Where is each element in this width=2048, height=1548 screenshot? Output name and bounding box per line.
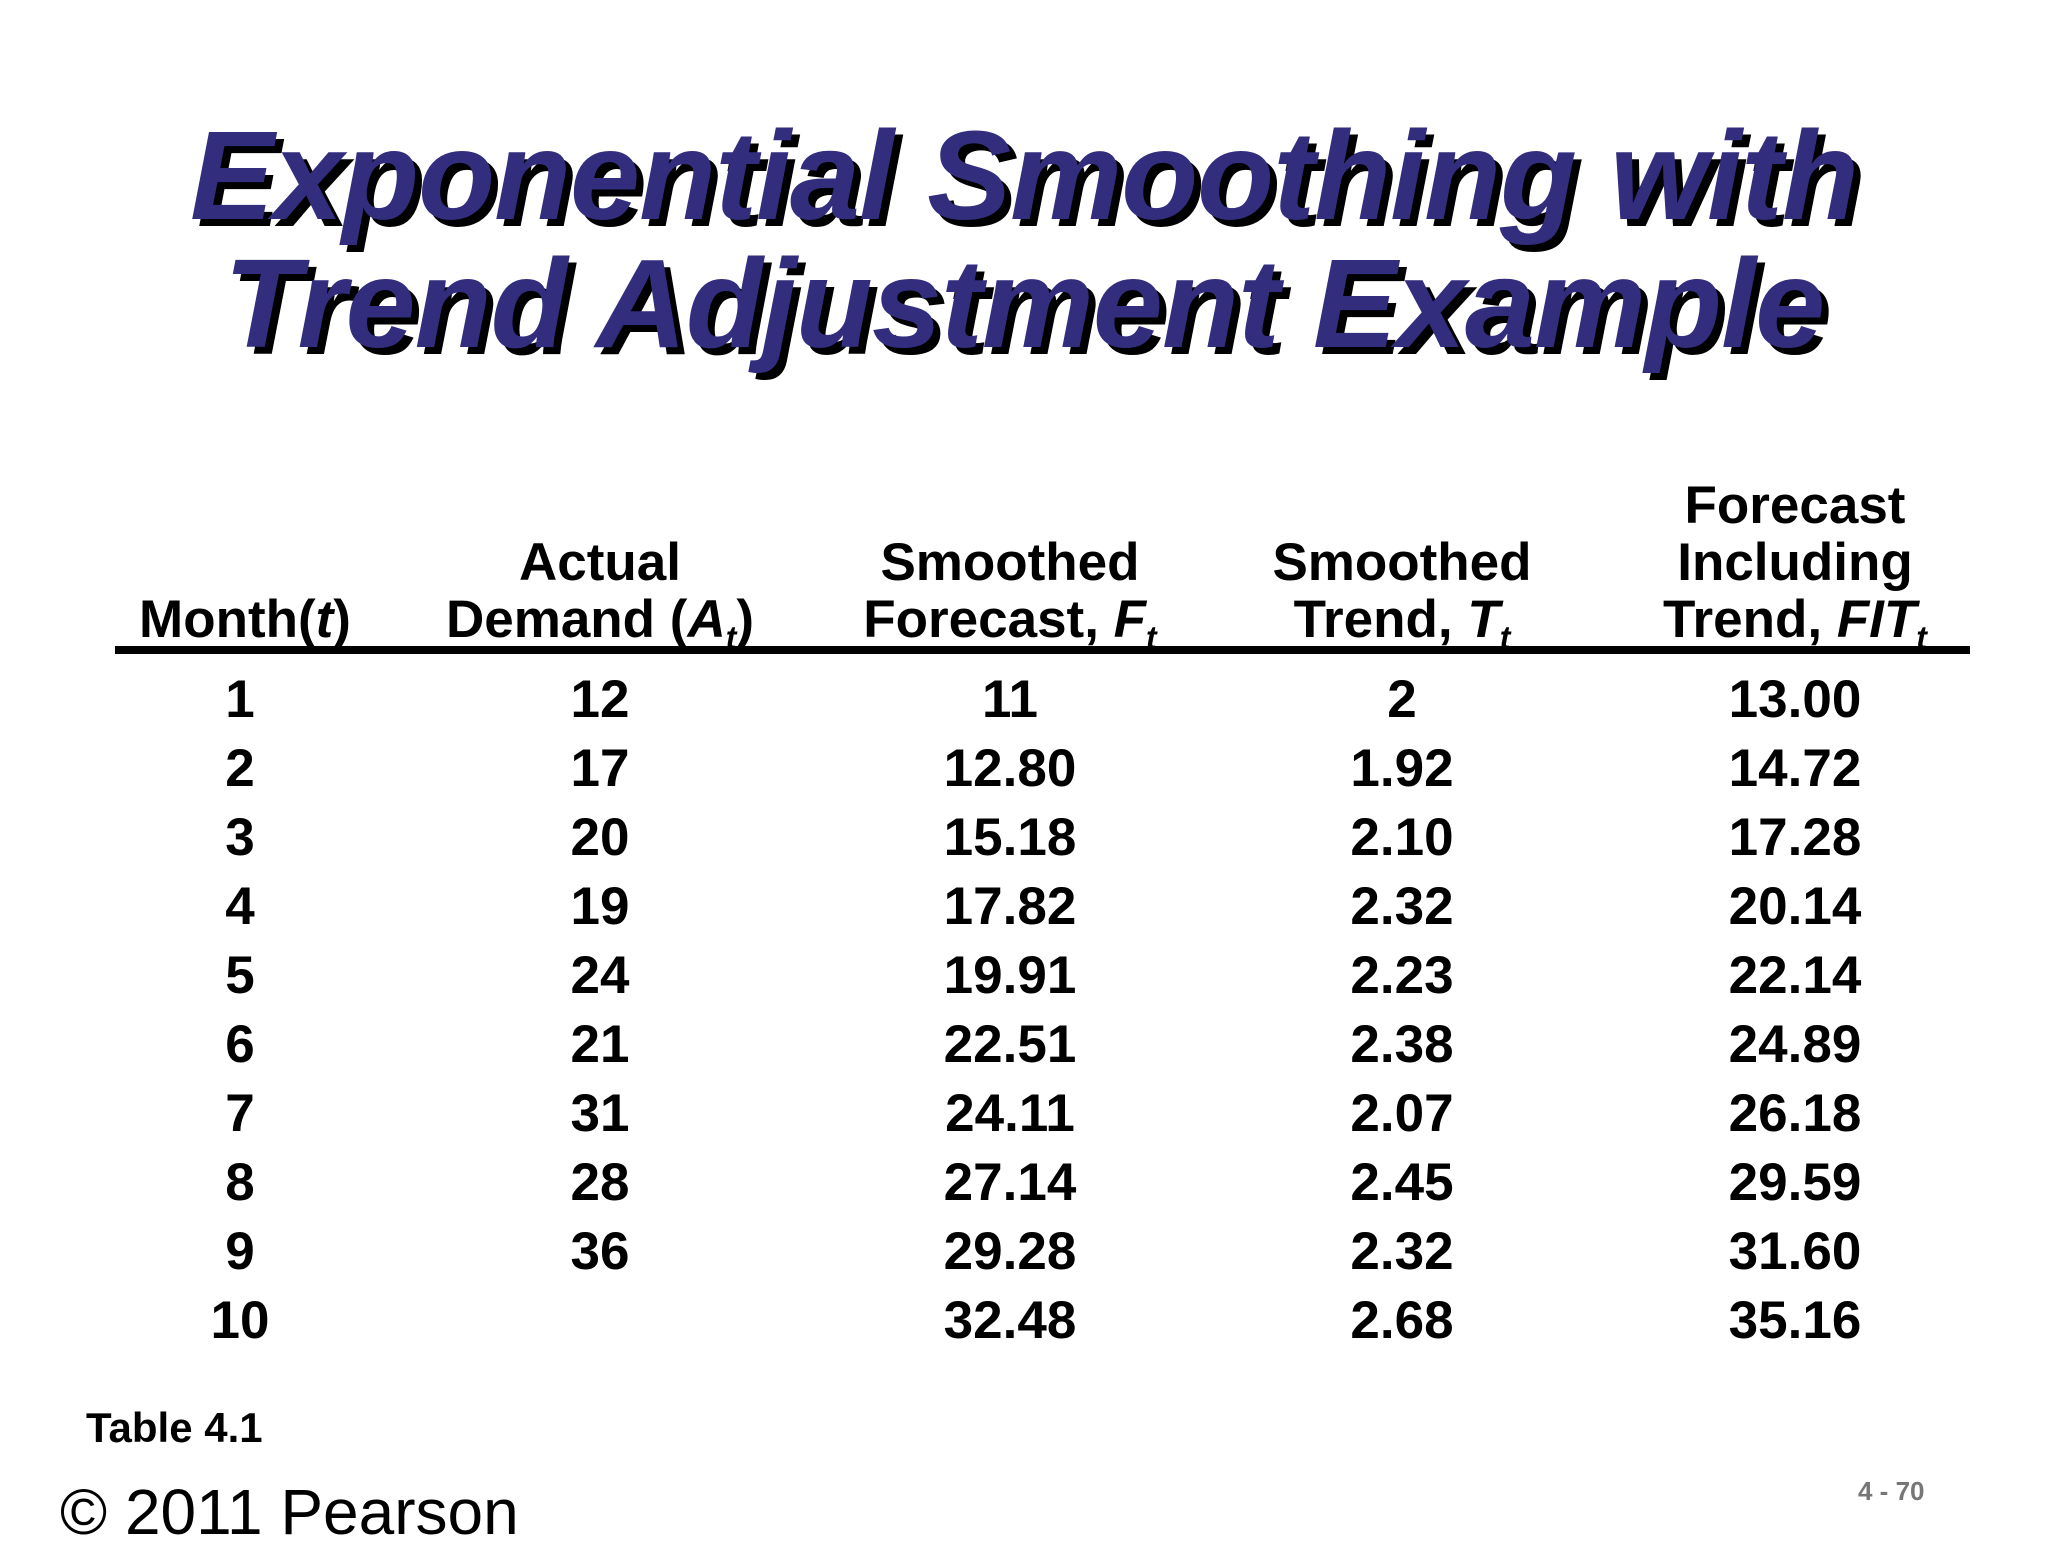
table-cell: 35.16 [1728, 1291, 1862, 1350]
table-cell: 24 [570, 946, 630, 1005]
table-cell: 2.32 [1350, 1222, 1454, 1281]
table-cell: 5 [225, 946, 255, 1005]
table-cell: 31.60 [1728, 1222, 1862, 1281]
table-cell: 27.14 [943, 1153, 1077, 1212]
page-number: 4 - 70 [1858, 1476, 1925, 1506]
table-cell: 2 [1387, 670, 1417, 729]
table-cell: 22.51 [943, 1015, 1077, 1074]
table-cell: 19.91 [943, 946, 1077, 1005]
table-cell: 2.38 [1350, 1015, 1454, 1074]
table-cell: 36 [570, 1222, 630, 1281]
table-cell: 8 [225, 1153, 255, 1212]
table-cell: 24.89 [1728, 1015, 1862, 1074]
table-cell: 29.28 [943, 1222, 1077, 1281]
table-cell: 28 [570, 1153, 630, 1212]
header-smoothed-trend: Smoothed Trend, Tt [1272, 533, 1532, 656]
table-cell: 2.45 [1350, 1153, 1454, 1212]
header-smoothed-forecast: Smoothed Forecast, Ft [863, 533, 1157, 656]
title-line-1: Exponential Smoothing with [190, 105, 1859, 246]
column-smoothed-forecast: 11 12.80 15.18 17.82 19.91 22.51 24.11 2… [875, 668, 1145, 1358]
table-cell: 2.07 [1350, 1084, 1454, 1143]
table-cell: 6 [225, 1015, 255, 1074]
table-cell: 19 [570, 877, 630, 936]
table-cell: 11 [981, 670, 1039, 729]
header-forecast-including-trend: Forecast Including Trend, FITt [1663, 476, 1927, 656]
column-smoothed-trend: 2 1.92 2.10 2.32 2.23 2.38 2.07 2.45 2.3… [1267, 668, 1537, 1358]
table-cell: 22.14 [1728, 946, 1862, 1005]
table-cell: 29.59 [1728, 1153, 1862, 1212]
copyright-notice: © 2011 Pearson [60, 1476, 519, 1548]
table-cell: 15.18 [943, 808, 1077, 867]
table-cell: 2.10 [1350, 808, 1454, 867]
slide-title: Exponential Smoothing with Trend Adjustm… [0, 112, 2048, 368]
column-actual-demand: 12 17 20 19 24 21 31 28 36 [465, 668, 735, 1358]
table-cell: 17.82 [943, 877, 1077, 936]
table-cell: 32.48 [943, 1291, 1077, 1350]
table-cell: 24.11 [945, 1084, 1075, 1143]
table-cell: 1 [225, 670, 255, 729]
column-month: 1 2 3 4 5 6 7 8 9 10 [110, 668, 370, 1358]
table-cell: 26.18 [1728, 1084, 1862, 1143]
table-cell: 2.68 [1350, 1291, 1454, 1350]
table-cell: 31 [570, 1084, 630, 1143]
table-cell: 20.14 [1728, 877, 1862, 936]
table-cell: 17.28 [1728, 808, 1862, 867]
table-cell: 3 [225, 808, 255, 867]
table-cell: 13.00 [1728, 670, 1862, 729]
table-cell: 21 [570, 1015, 630, 1074]
table-cell: 10 [210, 1291, 270, 1350]
table-cell: 12.80 [943, 739, 1077, 798]
header-month: Month(t) [139, 590, 351, 649]
table-cell: 2.23 [1350, 946, 1454, 1005]
table-cell: 17 [570, 739, 630, 798]
table-cell: 4 [225, 877, 255, 936]
header-rule [115, 646, 1970, 654]
table-cell: 9 [225, 1222, 255, 1281]
title-line-2: Trend Adjustment Example [223, 233, 1825, 374]
table-cell: 20 [570, 808, 630, 867]
column-forecast-including-trend: 13.00 14.72 17.28 20.14 22.14 24.89 26.1… [1660, 668, 1930, 1358]
table-cell: 2.32 [1350, 877, 1454, 936]
table-cell: 1.92 [1350, 739, 1454, 798]
table-cell: 7 [225, 1084, 255, 1143]
table-label: Table 4.1 [86, 1404, 263, 1451]
header-actual-demand: Actual Demand (At) [445, 533, 755, 656]
table-cell: 2 [225, 739, 255, 798]
table-cell: 12 [570, 670, 630, 729]
table-cell: 14.72 [1728, 739, 1862, 798]
